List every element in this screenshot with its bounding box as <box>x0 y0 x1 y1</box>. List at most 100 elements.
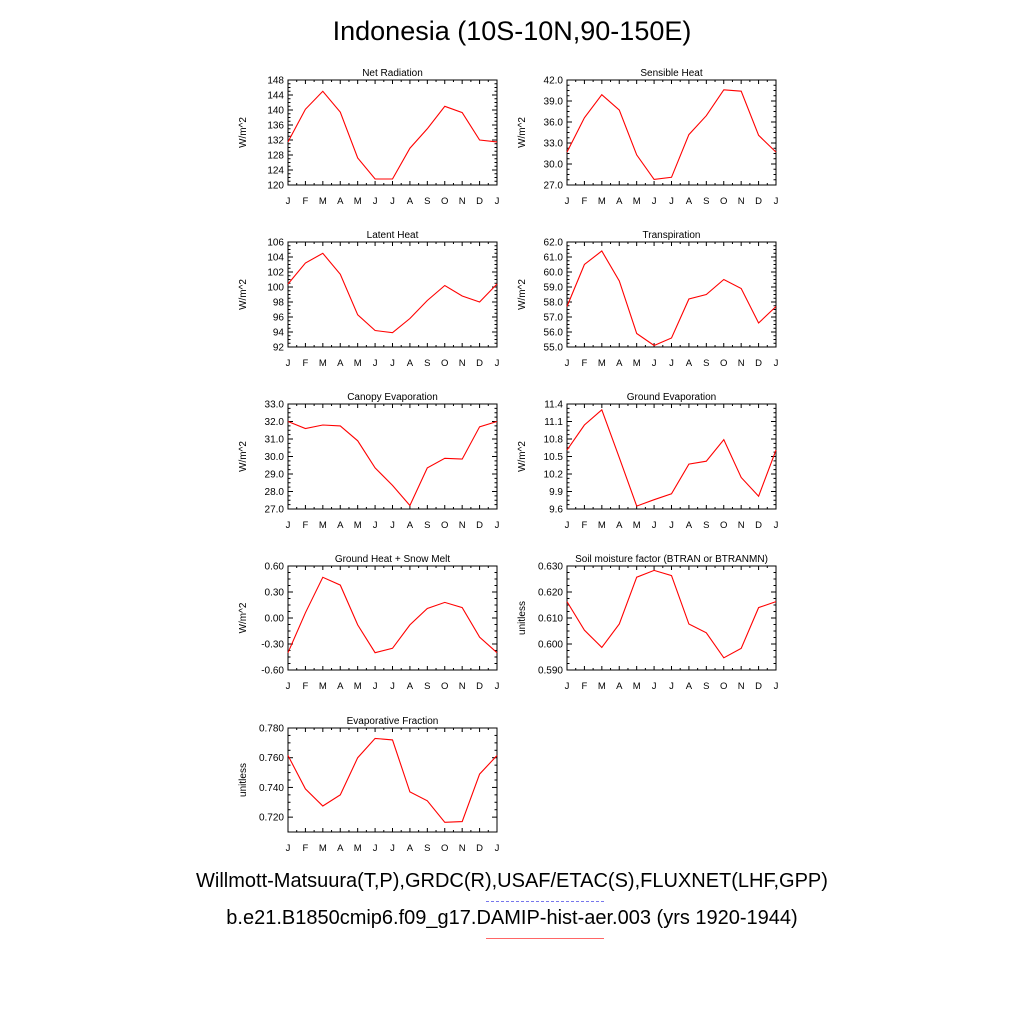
panel-0-title: Net Radiation <box>362 68 423 79</box>
x-tick-label: J <box>286 681 291 692</box>
y-tick-label: 0.760 <box>259 753 284 764</box>
y-tick-label: 124 <box>267 166 284 177</box>
y-tick-label: 0.00 <box>265 614 285 625</box>
y-tick-label: 11.4 <box>544 400 563 411</box>
y-tick-label: 10.8 <box>544 435 564 446</box>
x-tick-label: J <box>669 520 674 531</box>
x-tick-label: J <box>495 358 500 369</box>
x-tick-label: F <box>582 520 588 531</box>
x-tick-label: S <box>703 681 709 692</box>
panel-5-title: Ground Evaporation <box>627 392 717 403</box>
y-tick-label: 144 <box>267 91 284 102</box>
panel-8-ylabel: unitless <box>238 763 249 797</box>
y-tick-label: 96 <box>273 313 285 324</box>
panel-3-title: Transpiration <box>643 230 701 241</box>
x-tick-label: J <box>652 196 657 207</box>
x-tick-label: A <box>616 196 623 207</box>
y-tick-label: 32.0 <box>265 417 285 428</box>
x-tick-label: D <box>755 520 762 531</box>
y-tick-label: -0.30 <box>261 640 284 651</box>
y-tick-label: 11.1 <box>544 417 563 428</box>
y-tick-label: 148 <box>267 76 284 87</box>
x-tick-label: N <box>459 843 466 854</box>
y-tick-label: 132 <box>267 136 284 147</box>
panel-4-series-line <box>287 420 498 507</box>
x-tick-label: J <box>495 196 500 207</box>
x-tick-label: J <box>669 196 674 207</box>
panel-6-ylabel: W/m^2 <box>238 602 249 633</box>
y-tick-label: 0.720 <box>259 813 284 824</box>
x-tick-label: M <box>598 358 606 369</box>
y-tick-label: 0.740 <box>259 783 284 794</box>
panel-3-ylabel: W/m^2 <box>517 279 528 310</box>
x-tick-label: N <box>459 681 466 692</box>
x-tick-label: O <box>720 681 727 692</box>
panel-7-ylabel: unitless <box>517 601 528 635</box>
x-tick-label: J <box>565 681 570 692</box>
x-tick-label: J <box>774 196 779 207</box>
y-tick-label: 128 <box>267 151 284 162</box>
panel-6-title: Ground Heat + Snow Melt <box>335 554 451 565</box>
x-tick-label: S <box>424 358 430 369</box>
panel-2-frame <box>287 241 498 348</box>
y-tick-label: 55.0 <box>544 343 564 354</box>
x-tick-label: J <box>652 681 657 692</box>
x-tick-label: S <box>424 520 430 531</box>
x-tick-label: M <box>319 520 327 531</box>
x-tick-label: M <box>354 358 362 369</box>
x-tick-label: O <box>720 196 727 207</box>
x-tick-label: F <box>303 681 309 692</box>
x-tick-label: J <box>652 520 657 531</box>
y-tick-label: 0.630 <box>538 562 563 573</box>
panel-8-frame <box>287 727 498 833</box>
x-tick-label: M <box>598 196 606 207</box>
x-tick-label: J <box>565 520 570 531</box>
x-tick-label: A <box>407 358 414 369</box>
x-tick-label: M <box>633 681 641 692</box>
y-tick-label: 0.30 <box>265 588 285 599</box>
x-tick-label: D <box>755 196 762 207</box>
y-tick-label: 62.0 <box>544 238 564 249</box>
y-tick-label: 136 <box>267 121 284 132</box>
x-tick-label: O <box>441 196 448 207</box>
x-tick-label: A <box>686 358 693 369</box>
x-tick-label: J <box>390 196 395 207</box>
y-tick-label: 98 <box>273 298 285 309</box>
panel-2-ylabel: W/m^2 <box>238 279 249 310</box>
x-tick-label: F <box>303 843 309 854</box>
x-tick-label: N <box>738 196 745 207</box>
x-tick-label: J <box>390 681 395 692</box>
y-tick-label: 92 <box>273 343 285 354</box>
panel-1-frame <box>566 79 777 186</box>
y-tick-label: 58.0 <box>544 298 564 309</box>
panel-5-ylabel: W/m^2 <box>517 441 528 472</box>
y-tick-label: 9.9 <box>549 487 563 498</box>
x-tick-label: N <box>738 358 745 369</box>
x-tick-label: A <box>616 520 623 531</box>
x-tick-label: M <box>319 196 327 207</box>
x-tick-label: J <box>390 520 395 531</box>
x-tick-label: O <box>720 358 727 369</box>
x-tick-label: N <box>738 681 745 692</box>
y-tick-label: 60.0 <box>544 268 564 279</box>
x-tick-label: J <box>669 358 674 369</box>
x-tick-label: D <box>476 520 483 531</box>
x-tick-label: F <box>303 196 309 207</box>
x-tick-label: J <box>774 681 779 692</box>
x-tick-label: J <box>373 681 378 692</box>
x-tick-label: M <box>354 681 362 692</box>
panel-5-series-line <box>566 408 777 507</box>
x-tick-label: M <box>633 196 641 207</box>
y-tick-label: 27.0 <box>544 181 564 192</box>
x-tick-label: S <box>424 196 430 207</box>
y-tick-label: 33.0 <box>544 139 564 150</box>
x-tick-label: O <box>441 520 448 531</box>
x-tick-label: D <box>755 681 762 692</box>
y-tick-label: 30.0 <box>265 452 285 463</box>
x-tick-label: A <box>337 843 344 854</box>
x-tick-label: M <box>633 520 641 531</box>
figure-title: Indonesia (10S-10N,90-150E) <box>332 16 692 46</box>
x-tick-label: J <box>373 196 378 207</box>
x-tick-label: J <box>495 520 500 531</box>
x-tick-label: J <box>774 358 779 369</box>
